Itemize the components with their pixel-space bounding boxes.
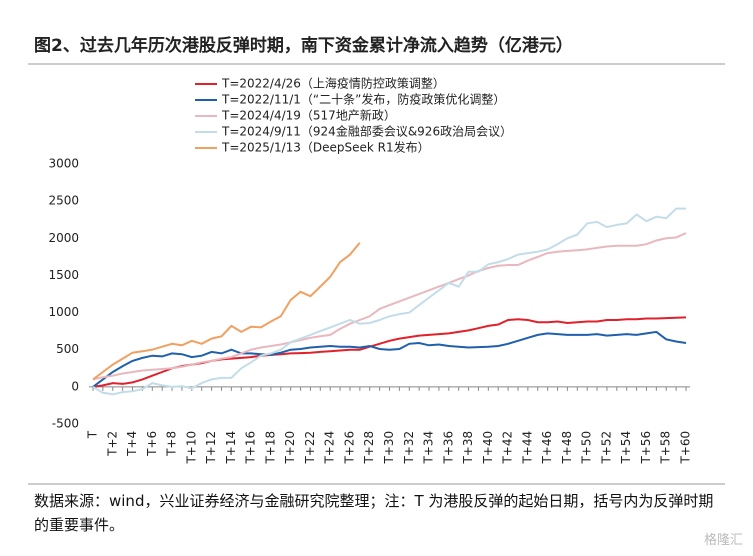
chart-title: 图2、过去几年历次港股反弹时期，南下资金累计净流入趋势（亿港元） xyxy=(34,35,573,56)
x-tick-label: T+58 xyxy=(659,431,673,465)
y-tick-label: 500 xyxy=(56,342,79,356)
x-tick-label: T+48 xyxy=(560,431,574,465)
x-tick-label: T+52 xyxy=(599,431,613,465)
y-tick-label: 2000 xyxy=(48,231,79,245)
x-tick-label: T+54 xyxy=(619,431,633,465)
legend-label: T=2024/9/11（924金融部委会议&926政治局会议） xyxy=(221,124,512,139)
x-tick-label: T+4 xyxy=(125,431,139,457)
legend-label: T=2022/4/26（上海疫情防控政策调整） xyxy=(221,76,445,91)
x-tick-label: T+38 xyxy=(461,431,475,465)
x-tick-label: T+44 xyxy=(520,431,534,465)
legend-label: T=2024/4/19（517地产新政） xyxy=(221,108,396,123)
watermark: 格隆汇 xyxy=(703,533,743,548)
x-tick-label: T+24 xyxy=(323,431,337,465)
y-tick-label: 2500 xyxy=(48,194,79,208)
x-tick-label: T+26 xyxy=(342,431,356,465)
y-tick-label: 1000 xyxy=(48,305,79,319)
source-note: 数据来源：wind，兴业证券经济与金融研究院整理；注：T 为港股反弹的起始日期，… xyxy=(34,492,714,534)
x-tick-label: T+50 xyxy=(580,431,594,465)
series-line xyxy=(92,242,361,381)
y-tick-label: -500 xyxy=(52,417,79,431)
y-tick-label: 1500 xyxy=(48,268,79,282)
x-tick-label: T+60 xyxy=(679,431,693,465)
x-tick-label: T+14 xyxy=(224,431,238,465)
x-tick-label: T+8 xyxy=(165,431,179,457)
x-tick-label: T+12 xyxy=(204,431,218,465)
x-tick-label: T+46 xyxy=(540,431,554,465)
x-tick-label: T+6 xyxy=(145,431,159,457)
x-tick-label: T+30 xyxy=(382,431,396,465)
series-line xyxy=(92,316,687,388)
x-tick-label: T+28 xyxy=(362,431,376,465)
x-tick-label: T+22 xyxy=(303,431,317,465)
x-tick-label: T+16 xyxy=(244,431,258,465)
x-tick-label: T+40 xyxy=(481,431,495,465)
x-tick-label: T+2 xyxy=(105,431,119,457)
x-tick-label: T+18 xyxy=(263,431,277,465)
legend-label: T=2022/11/1（“二十条”发布，防疫政策优化调整） xyxy=(221,92,505,107)
x-tick-label: T+36 xyxy=(441,431,455,465)
x-tick-label: T+32 xyxy=(402,431,416,465)
x-tick-label: T+34 xyxy=(422,431,436,465)
series-line xyxy=(92,232,687,381)
y-tick-label: 0 xyxy=(71,379,79,393)
series-line xyxy=(92,330,687,388)
legend-label: T=2025/1/13（DeepSeek R1发布） xyxy=(221,140,430,155)
y-tick-label: 3000 xyxy=(48,157,79,171)
series-line xyxy=(92,207,686,396)
x-tick-label: T xyxy=(86,430,100,439)
x-tick-label: T+10 xyxy=(184,431,198,465)
x-tick-label: T+42 xyxy=(501,431,515,465)
x-tick-label: T+20 xyxy=(283,431,297,465)
x-tick-label: T+56 xyxy=(639,431,653,465)
